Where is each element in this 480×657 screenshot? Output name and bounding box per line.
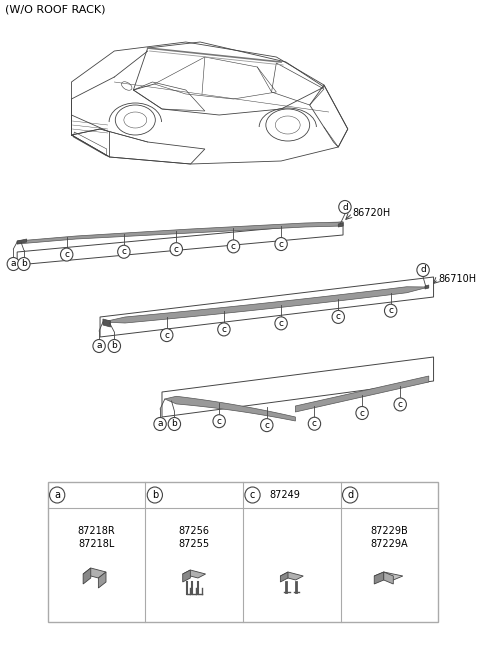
Circle shape [394, 398, 407, 411]
Polygon shape [338, 223, 343, 227]
Circle shape [160, 328, 173, 342]
Polygon shape [83, 568, 91, 584]
Polygon shape [183, 570, 205, 578]
Text: c: c [174, 244, 179, 254]
Text: d: d [347, 490, 353, 500]
Text: c: c [312, 419, 317, 428]
Text: (W/O ROOF RACK): (W/O ROOF RACK) [5, 4, 105, 14]
Circle shape [245, 487, 260, 503]
Text: c: c [278, 240, 284, 248]
Text: b: b [21, 260, 27, 269]
Polygon shape [17, 222, 343, 244]
Polygon shape [103, 319, 110, 327]
Circle shape [356, 407, 368, 420]
Polygon shape [374, 572, 403, 580]
Circle shape [261, 419, 273, 432]
Circle shape [218, 323, 230, 336]
Polygon shape [295, 376, 429, 412]
Text: 87218R
87218L: 87218R 87218L [78, 526, 115, 549]
Circle shape [343, 487, 358, 503]
Circle shape [227, 240, 240, 253]
Circle shape [275, 317, 288, 330]
Circle shape [49, 487, 65, 503]
Circle shape [93, 340, 105, 353]
Text: c: c [360, 409, 365, 417]
Text: c: c [278, 319, 284, 328]
Polygon shape [103, 286, 429, 323]
Text: 86710H: 86710H [438, 274, 477, 284]
Text: d: d [420, 265, 426, 275]
Circle shape [7, 258, 20, 271]
Text: c: c [398, 400, 403, 409]
Text: d: d [342, 202, 348, 212]
Polygon shape [165, 396, 295, 421]
Text: c: c [121, 247, 126, 256]
Circle shape [339, 200, 351, 214]
Text: c: c [216, 417, 222, 426]
Circle shape [154, 417, 166, 430]
Text: c: c [336, 313, 341, 321]
Polygon shape [280, 572, 303, 580]
Text: c: c [164, 330, 169, 340]
Circle shape [384, 304, 397, 317]
Text: a: a [54, 490, 60, 500]
Polygon shape [384, 572, 393, 584]
Polygon shape [374, 572, 384, 584]
Polygon shape [183, 570, 191, 582]
Circle shape [147, 487, 162, 503]
Circle shape [108, 340, 120, 353]
Circle shape [118, 245, 130, 258]
Text: c: c [231, 242, 236, 251]
Text: c: c [221, 325, 227, 334]
Text: a: a [96, 342, 102, 350]
Text: c: c [250, 490, 255, 500]
Text: c: c [64, 250, 69, 259]
Text: b: b [152, 490, 158, 500]
Text: c: c [388, 306, 393, 315]
Circle shape [168, 417, 180, 430]
Text: 87229B
87229A: 87229B 87229A [371, 526, 408, 549]
Circle shape [60, 248, 73, 261]
Polygon shape [17, 239, 27, 244]
Text: c: c [264, 420, 269, 430]
Circle shape [332, 310, 345, 323]
Text: 86720H: 86720H [352, 208, 391, 218]
Circle shape [18, 258, 30, 271]
Text: b: b [171, 420, 177, 428]
Circle shape [308, 417, 321, 430]
Circle shape [417, 263, 429, 277]
Polygon shape [83, 568, 106, 578]
Text: 87249: 87249 [270, 490, 300, 500]
Polygon shape [98, 572, 106, 588]
Circle shape [213, 415, 225, 428]
Text: b: b [111, 342, 117, 350]
Circle shape [170, 242, 182, 256]
Text: 87256
87255: 87256 87255 [179, 526, 210, 549]
Circle shape [275, 238, 288, 250]
Polygon shape [280, 572, 288, 582]
Text: a: a [157, 420, 163, 428]
Polygon shape [425, 285, 429, 289]
Text: a: a [11, 260, 16, 269]
